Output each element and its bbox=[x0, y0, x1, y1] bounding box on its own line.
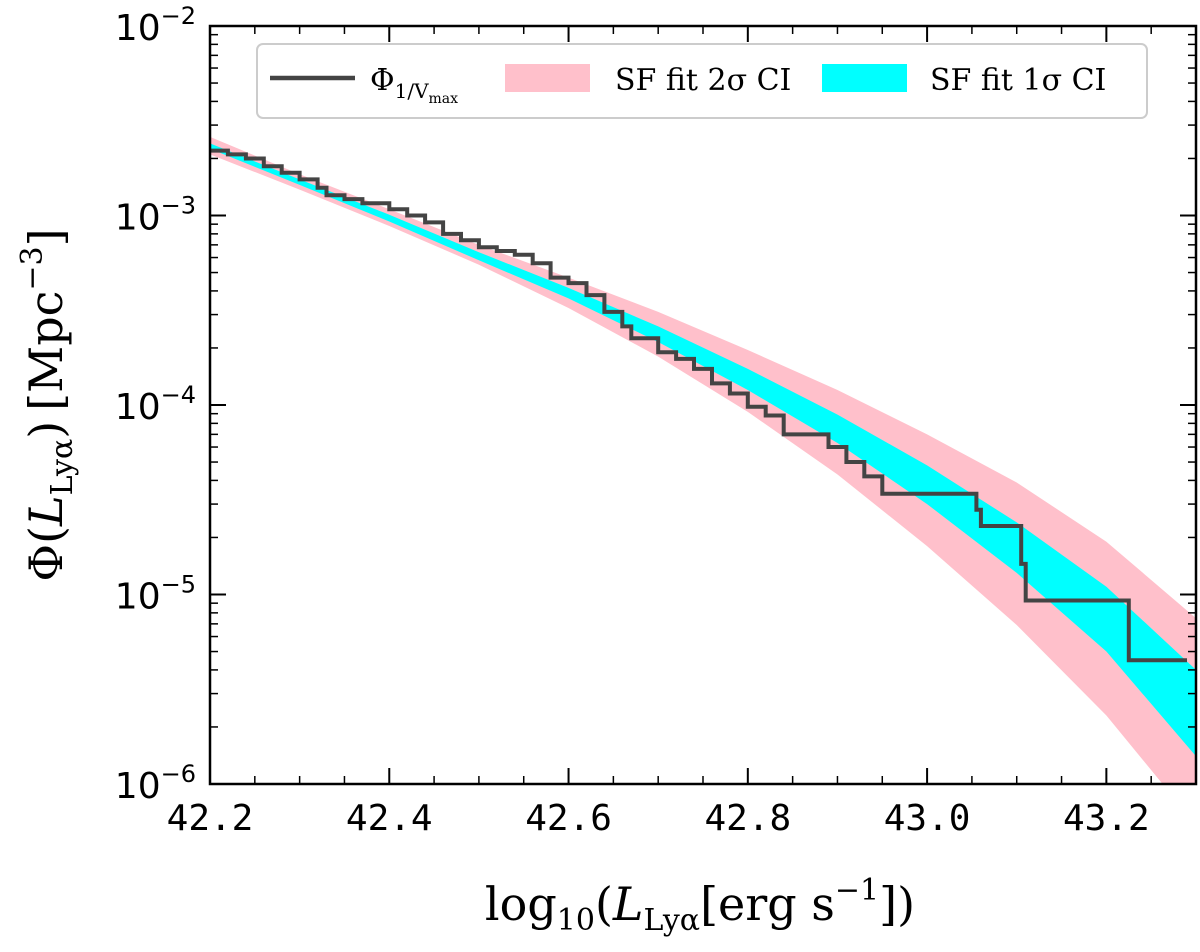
x-title-var: L bbox=[612, 877, 644, 931]
x-title-unit: erg s bbox=[718, 877, 835, 931]
legend: Φ1/Vmax SF fit 2σ CI SF fit 1σ CI bbox=[256, 43, 1148, 119]
x-axis-title: log10(LLyα[erg s−1]) bbox=[485, 873, 915, 938]
y-tick-label: 10−3 bbox=[115, 192, 196, 239]
y-tick-exponent: −4 bbox=[161, 381, 196, 409]
vmax-step-line bbox=[210, 148, 1187, 663]
y-tick-label: 10−4 bbox=[115, 381, 196, 428]
y-title-close: ) bbox=[19, 421, 73, 439]
legend-swatch-ci1 bbox=[822, 64, 907, 92]
x-tick-label: 42.2 bbox=[167, 798, 254, 839]
y-title-unit-close: ] bbox=[19, 228, 73, 246]
y-tick-label: 10−6 bbox=[115, 760, 196, 807]
legend-frame bbox=[256, 43, 1148, 119]
y-tick-exponent: −3 bbox=[161, 192, 196, 220]
y-title-unit-exp: −3 bbox=[15, 246, 50, 290]
x-title-base: log bbox=[485, 877, 557, 931]
plot-background bbox=[210, 26, 1196, 784]
y-tick-label: 10−5 bbox=[115, 571, 196, 618]
x-title-unit-open: [ bbox=[700, 877, 718, 931]
y-tick-exponent: −5 bbox=[161, 571, 196, 599]
x-tick-label: 42.8 bbox=[704, 798, 791, 839]
x-title-open: ( bbox=[595, 877, 613, 931]
legend-label-vmax: Φ1/Vmax bbox=[370, 63, 458, 107]
x-tick-label: 42.6 bbox=[525, 798, 612, 839]
legend-swatch-ci2 bbox=[505, 64, 590, 92]
y-tick-base: 10 bbox=[115, 8, 161, 49]
legend-label-ci2: SF fit 2σ CI bbox=[615, 63, 791, 98]
legend-label-vmax-base: Φ bbox=[370, 63, 395, 98]
legend-label-vmax-sub: 1/V bbox=[395, 79, 429, 103]
x-tick-label: 43.2 bbox=[1063, 798, 1150, 839]
y-title-base: Φ( bbox=[19, 526, 73, 582]
y-axis-title: Φ(LLyα) [Mpc−3] bbox=[15, 228, 80, 581]
y-title-unit-open: [ bbox=[19, 393, 73, 411]
y-tick-base: 10 bbox=[115, 766, 161, 807]
y-tick-base: 10 bbox=[115, 198, 161, 239]
x-title-sub: 10 bbox=[557, 903, 595, 938]
y-tick-base: 10 bbox=[115, 577, 161, 618]
x-title-close: ]) bbox=[879, 877, 915, 931]
y-tick-base: 10 bbox=[115, 387, 161, 428]
y-tick-exponent: −2 bbox=[161, 2, 196, 30]
plot-frame bbox=[208, 24, 1198, 786]
x-tick-label: 43.0 bbox=[884, 798, 971, 839]
y-tick-exponent: −6 bbox=[161, 760, 196, 788]
legend-label-vmax-subsub: max bbox=[429, 91, 459, 107]
y-tick-label: 10−2 bbox=[115, 2, 196, 49]
x-tick-label: 42.4 bbox=[346, 798, 433, 839]
x-title-var-sub: Lyα bbox=[643, 903, 700, 938]
y-title-unit: Mpc bbox=[19, 291, 73, 393]
y-title-var: L bbox=[19, 495, 73, 527]
legend-label-ci1: SF fit 1σ CI bbox=[930, 63, 1106, 98]
y-title-var-sub: Lyα bbox=[45, 439, 80, 496]
x-title-unit-exp: −1 bbox=[835, 873, 879, 908]
